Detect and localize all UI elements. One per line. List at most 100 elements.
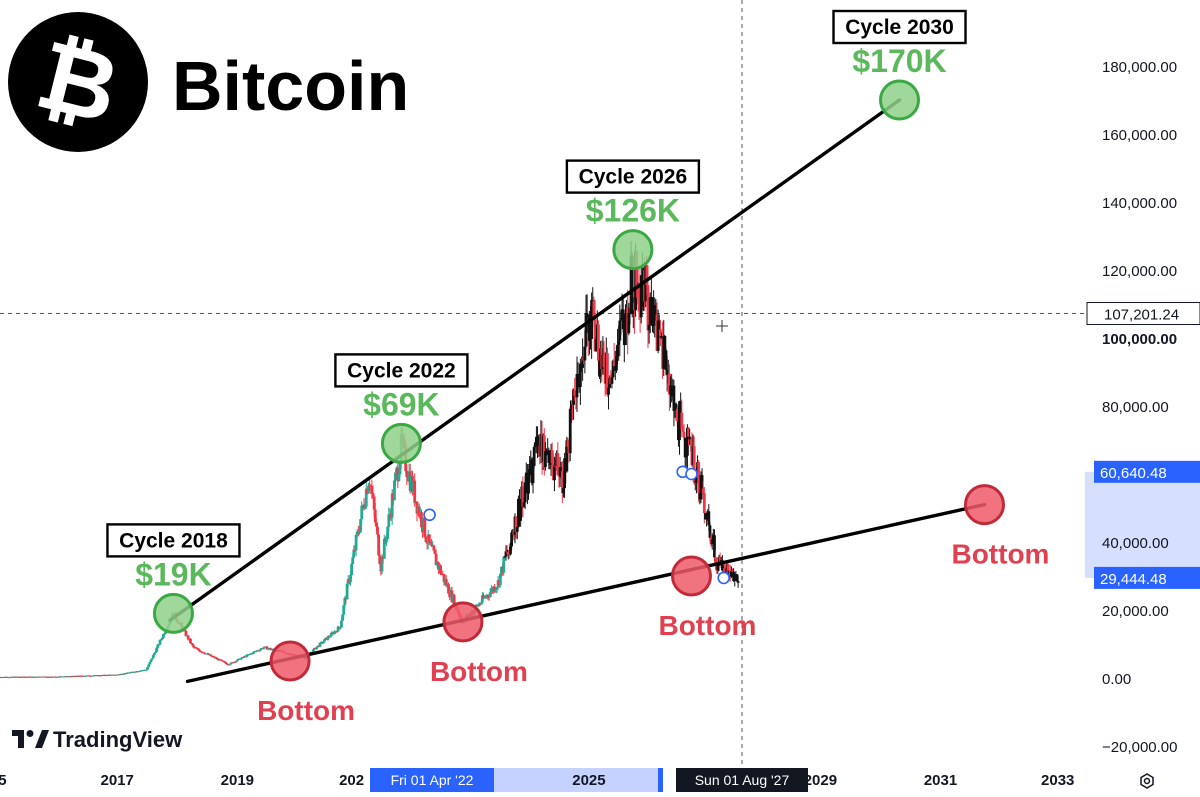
y-tick-label: 20,000.00 — [1102, 603, 1169, 620]
price-candle — [502, 556, 506, 573]
price-candle — [665, 369, 669, 375]
price-candle — [680, 412, 684, 430]
price-candle — [527, 475, 530, 494]
price-candle — [708, 525, 712, 538]
gear-icon-center — [1143, 777, 1151, 785]
price-candle — [583, 346, 587, 361]
price-candle — [519, 508, 523, 521]
price-candle — [444, 579, 448, 586]
range-low-label: 29,444.48 — [1100, 571, 1167, 588]
price-candle — [231, 662, 235, 664]
price-candle — [148, 662, 152, 665]
price-candle — [612, 360, 616, 367]
price-candle — [736, 581, 740, 583]
price-candle — [484, 596, 488, 598]
price-candle — [397, 474, 401, 481]
price-candle — [156, 644, 160, 648]
price-candle — [566, 440, 570, 447]
price-candle — [245, 654, 249, 657]
tradingview-mark-t — [12, 730, 24, 748]
price-candle — [234, 661, 237, 663]
price-candle — [480, 595, 484, 603]
price-candle — [221, 660, 225, 662]
price-candle — [192, 645, 196, 648]
date-label-end-box — [676, 768, 808, 792]
price-candle — [186, 635, 190, 640]
price-candle — [311, 649, 315, 653]
price-candle — [682, 431, 686, 438]
price-candle — [478, 603, 482, 605]
price-alert-dot — [717, 571, 731, 585]
price-candle — [619, 318, 623, 321]
price-candle — [558, 467, 562, 477]
price-candle — [265, 646, 269, 650]
bottom-label: Bottom — [658, 610, 756, 641]
price-candle — [194, 647, 198, 649]
price-candle — [387, 514, 391, 527]
price-candle — [202, 652, 206, 654]
price-candle — [269, 648, 272, 650]
price-candle — [154, 651, 157, 654]
price-candle — [235, 660, 239, 662]
cycle-caption-box — [565, 159, 701, 194]
price-candle — [700, 475, 704, 489]
gear-icon[interactable] — [1140, 773, 1154, 789]
price-candle — [678, 401, 681, 441]
range-low-label-box — [1094, 566, 1200, 589]
price-candle — [386, 526, 390, 539]
x-tick-label: 2031 — [924, 772, 957, 789]
price-candle — [565, 440, 569, 472]
price-candle — [536, 436, 539, 454]
crosshair-price-label: 107,201.24 — [1104, 307, 1179, 324]
price-candle — [596, 324, 600, 361]
price-candle — [628, 313, 632, 315]
price-candle — [602, 354, 606, 368]
price-candle — [152, 653, 156, 655]
price-candle — [674, 404, 678, 409]
price-candle — [562, 488, 565, 494]
price-candle — [239, 658, 243, 660]
price-candle — [146, 667, 150, 670]
price-candle — [359, 519, 363, 532]
price-candle — [447, 584, 450, 594]
price-candle — [257, 650, 261, 652]
gear-icon-outline — [1140, 773, 1154, 789]
price-candle — [657, 320, 661, 330]
peak-circle — [152, 592, 194, 634]
price-candle — [615, 356, 618, 371]
price-candle — [394, 473, 397, 481]
price-candle — [214, 657, 218, 659]
y-tick-label: 100,000.00 — [1102, 331, 1177, 348]
price-candle — [656, 320, 660, 351]
price-candle — [364, 488, 368, 507]
price-candle — [686, 427, 689, 456]
tradingview-mark-v — [35, 730, 49, 748]
price-candle — [662, 336, 666, 369]
bottom-label: Bottom — [257, 695, 355, 726]
price-candle — [358, 531, 361, 534]
price-candle — [254, 651, 258, 653]
price-candle — [514, 516, 518, 532]
price-candle — [718, 557, 722, 562]
price-candle — [610, 377, 614, 384]
cycle-caption-box — [106, 523, 241, 558]
x-tick-label: 2019 — [221, 772, 254, 789]
price-candle — [432, 545, 436, 551]
price-candle — [679, 401, 683, 413]
range-high-label: 60,640.48 — [1100, 465, 1167, 482]
price-candle — [578, 363, 582, 387]
price-candle — [702, 493, 706, 514]
price-candle — [420, 512, 423, 528]
price-candle — [560, 471, 564, 494]
y-tick-label: 120,000.00 — [1102, 263, 1177, 280]
price-candle — [338, 627, 342, 629]
date-label-start-box — [370, 768, 494, 792]
y-tick-label: 80,000.00 — [1102, 399, 1169, 416]
price-candle — [212, 656, 216, 658]
price-candle — [318, 642, 322, 647]
price-candle — [493, 586, 497, 592]
price-candle — [627, 313, 631, 334]
price-candle — [683, 437, 687, 458]
price-candle — [442, 574, 446, 582]
